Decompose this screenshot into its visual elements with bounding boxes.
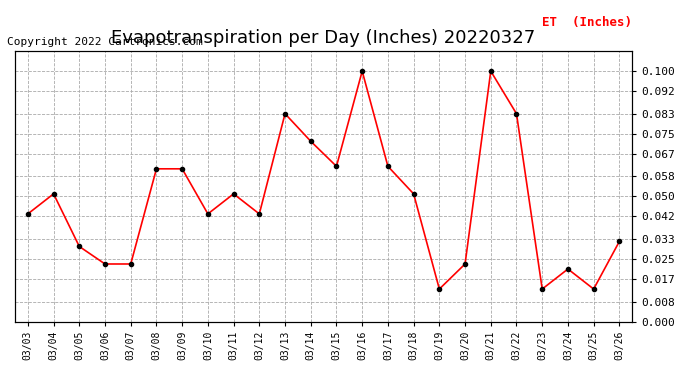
Title: Evapotranspiration per Day (Inches) 20220327: Evapotranspiration per Day (Inches) 2022… [112, 29, 535, 47]
Text: Copyright 2022 Cartronics.com: Copyright 2022 Cartronics.com [7, 37, 203, 47]
Text: ET  (Inches): ET (Inches) [542, 16, 632, 30]
